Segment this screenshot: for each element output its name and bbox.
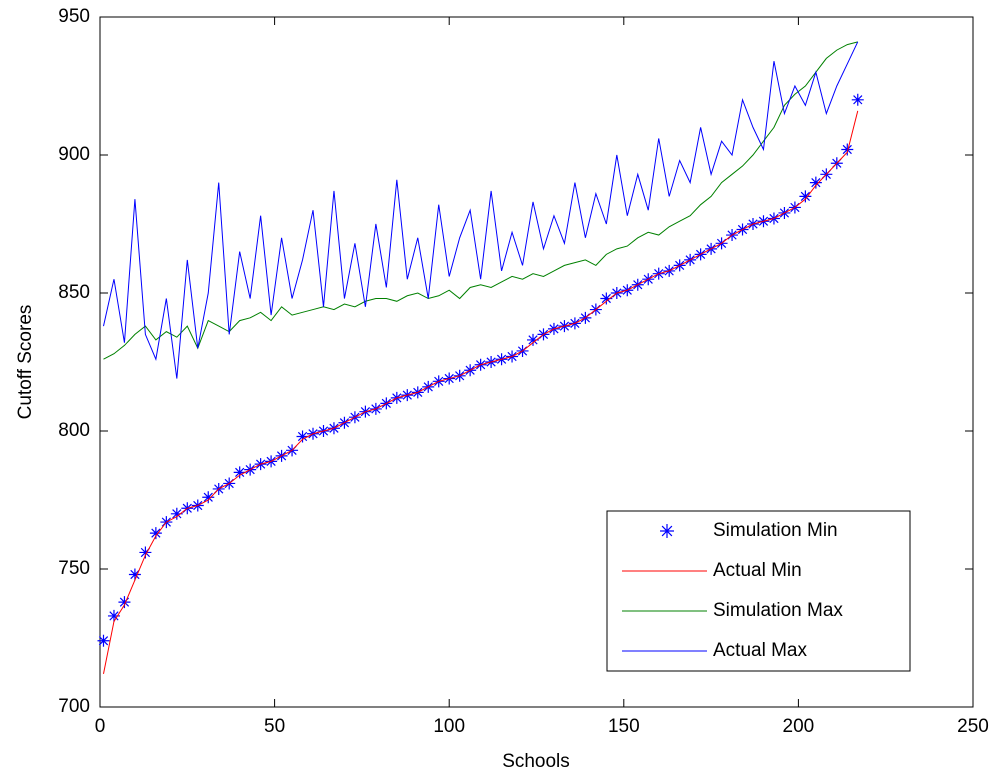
legend-label: Simulation Max [713,600,843,621]
y-tick-label: 800 [58,420,90,441]
marker [128,568,141,581]
marker [149,527,162,540]
marker [296,430,309,443]
series-line [103,110,859,674]
y-tick-label: 900 [58,144,90,165]
series-line [103,41,859,379]
marker [139,546,152,559]
x-tick-label: 0 [95,716,106,737]
marker [600,292,613,305]
x-tick-label: 150 [608,716,640,737]
x-tick-label: 100 [433,716,465,737]
legend-box [606,510,911,672]
marker [202,491,215,504]
y-tick-label: 950 [58,6,90,27]
legend-marker [660,524,674,538]
marker [107,609,120,622]
marker [527,333,540,346]
x-tick-label: 250 [957,716,989,737]
y-tick-label: 750 [58,558,90,579]
x-axis-label: Schools [502,751,570,772]
legend-label: Actual Max [713,640,807,661]
marker [851,93,864,106]
marker [170,507,183,520]
y-tick-label: 700 [58,696,90,717]
x-tick-label: 200 [783,716,815,737]
marker [799,190,812,203]
legend-label: Actual Min [713,560,802,581]
marker [97,634,110,647]
x-tick-label: 50 [264,716,285,737]
plot-frame [99,16,974,708]
marker [841,143,854,156]
marker [118,596,131,609]
legend-label: Simulation Min [713,520,838,541]
marker [233,466,246,479]
marker [809,176,822,189]
legend: Simulation Min Actual Min Simulation Max Ac… [606,510,911,672]
y-axis-label: Cutoff Scores [15,305,36,420]
y-tick-label: 850 [58,282,90,303]
